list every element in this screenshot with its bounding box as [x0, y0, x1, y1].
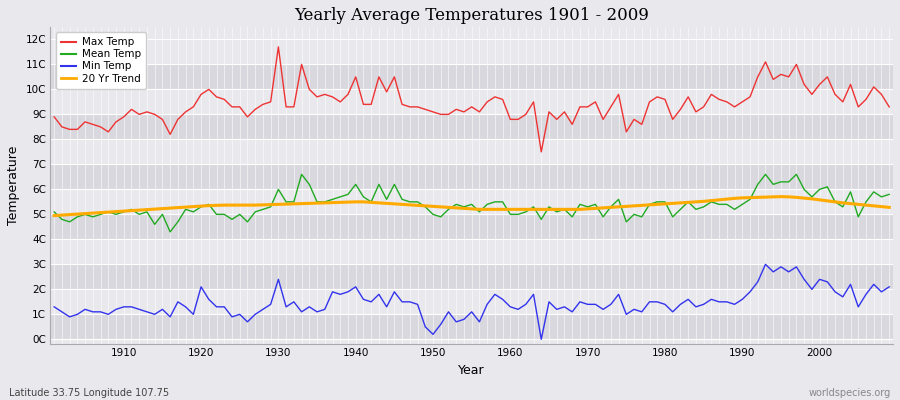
Bar — [50, 264, 893, 289]
Bar — [50, 39, 893, 64]
Y-axis label: Temperature: Temperature — [7, 146, 20, 225]
Text: worldspecies.org: worldspecies.org — [809, 388, 891, 398]
Title: Yearly Average Temperatures 1901 - 2009: Yearly Average Temperatures 1901 - 2009 — [294, 7, 649, 24]
Bar — [50, 114, 893, 139]
Bar — [50, 89, 893, 114]
Bar — [50, 164, 893, 189]
Bar — [50, 314, 893, 339]
Bar — [50, 64, 893, 89]
Text: Latitude 33.75 Longitude 107.75: Latitude 33.75 Longitude 107.75 — [9, 388, 169, 398]
Bar — [50, 139, 893, 164]
Bar — [50, 214, 893, 239]
Bar — [50, 289, 893, 314]
Bar — [50, 239, 893, 264]
Bar — [50, 189, 893, 214]
X-axis label: Year: Year — [458, 364, 485, 377]
Legend: Max Temp, Mean Temp, Min Temp, 20 Yr Trend: Max Temp, Mean Temp, Min Temp, 20 Yr Tre… — [56, 32, 146, 89]
